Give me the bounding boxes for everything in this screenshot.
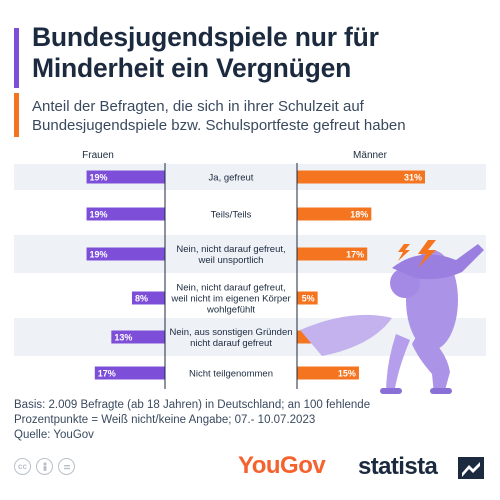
- bar-frauen: [86, 170, 165, 184]
- bar-maenner: [297, 366, 359, 380]
- bar-maenner: [297, 291, 318, 305]
- category-label-line: weil unsportlich: [198, 255, 264, 266]
- category-label-line: Nein, nicht darauf gefreut,: [176, 244, 285, 255]
- category-label: Nein, aus sonstigen Gründen nicht darauf …: [169, 327, 292, 349]
- category-label-line: wohlgefühlt: [206, 305, 255, 316]
- bar-frauen-label: 19%: [90, 210, 108, 220]
- chart-title: Bundesjugendspiele nur für Minderheit ei…: [32, 22, 379, 83]
- footer-basis-line-1: Basis: 2.009 Befragte (ab 18 Jahren) in …: [14, 399, 371, 411]
- title-accent-bar: [14, 28, 19, 88]
- distressed-person-illustration: [300, 244, 484, 394]
- category-label: Teils/Teils: [211, 210, 252, 221]
- footer-basis-line-2: Prozentpunkte = Weiß nicht/keine Angabe;…: [14, 414, 316, 426]
- lightning-bolt-icon: [398, 240, 436, 268]
- category-label-line: Nicht teilgenommen: [189, 369, 273, 380]
- bar-maenner-label: 15%: [338, 369, 356, 379]
- bar-frauen-label: 19%: [90, 173, 108, 183]
- footer-source: Quelle: YouGov: [14, 429, 94, 441]
- bar-frauen-label: 19%: [90, 250, 108, 260]
- person-icon: [36, 458, 53, 475]
- cc-icon: cc: [14, 458, 31, 475]
- category-label: Ja, gefreut: [209, 173, 254, 184]
- license-icons: cc: [14, 458, 75, 475]
- bar-frauen: [131, 291, 165, 305]
- statista-logo: statista: [358, 453, 438, 480]
- bar-frauen-label: 8%: [135, 294, 148, 304]
- bar-maenner: [297, 207, 372, 221]
- bar-maenner: [297, 170, 425, 184]
- bar-maenner: [297, 247, 368, 261]
- bar-frauen-label: 17%: [98, 369, 116, 379]
- category-label-line: nicht darauf gefreut: [190, 338, 272, 349]
- bar-frauen: [94, 366, 165, 380]
- category-label: Nicht teilgenommen: [189, 369, 273, 380]
- bar-maenner-label: 5%: [302, 294, 315, 304]
- category-label: Nein, nicht darauf gefreut, weil nicht im…: [170, 283, 290, 316]
- row-stripe: [14, 318, 486, 356]
- category-label-line: Nein, nicht darauf gefreut,: [176, 283, 285, 294]
- yougov-logo: YouGov: [238, 452, 326, 479]
- category-label: Nein, nicht darauf gefreut, weil unsportl…: [176, 244, 285, 266]
- category-label-line: Nein, aus sonstigen Gründen: [169, 327, 292, 338]
- statista-logo-icon: [458, 457, 484, 479]
- category-label-line: Teils/Teils: [211, 210, 252, 221]
- bar-maenner-label: 17%: [346, 250, 364, 260]
- bar-frauen: [111, 330, 165, 344]
- chart-subtitle: Anteil der Befragten, die sich in ihrer …: [32, 98, 406, 134]
- bar-frauen: [86, 247, 165, 261]
- left-header: Frauen: [82, 150, 114, 161]
- chart-footer: Basis: 2.009 Befragte (ab 18 Jahren) in …: [14, 398, 434, 443]
- bar-maenner-label: 18%: [350, 210, 368, 220]
- right-header: Männer: [353, 150, 388, 161]
- chart-body: Frauen Männer Ja, gefreut 19% 31% Teils/Teils…: [14, 150, 486, 389]
- bar-frauen: [86, 207, 165, 221]
- equals-icon: [58, 458, 75, 475]
- category-label-line: Ja, gefreut: [209, 173, 254, 184]
- subtitle-accent-bar: [14, 93, 19, 137]
- bar-frauen-label: 13%: [114, 333, 132, 343]
- category-label-line: weil nicht im eigenen Körper: [170, 294, 290, 305]
- bar-maenner-label: 31%: [404, 173, 422, 183]
